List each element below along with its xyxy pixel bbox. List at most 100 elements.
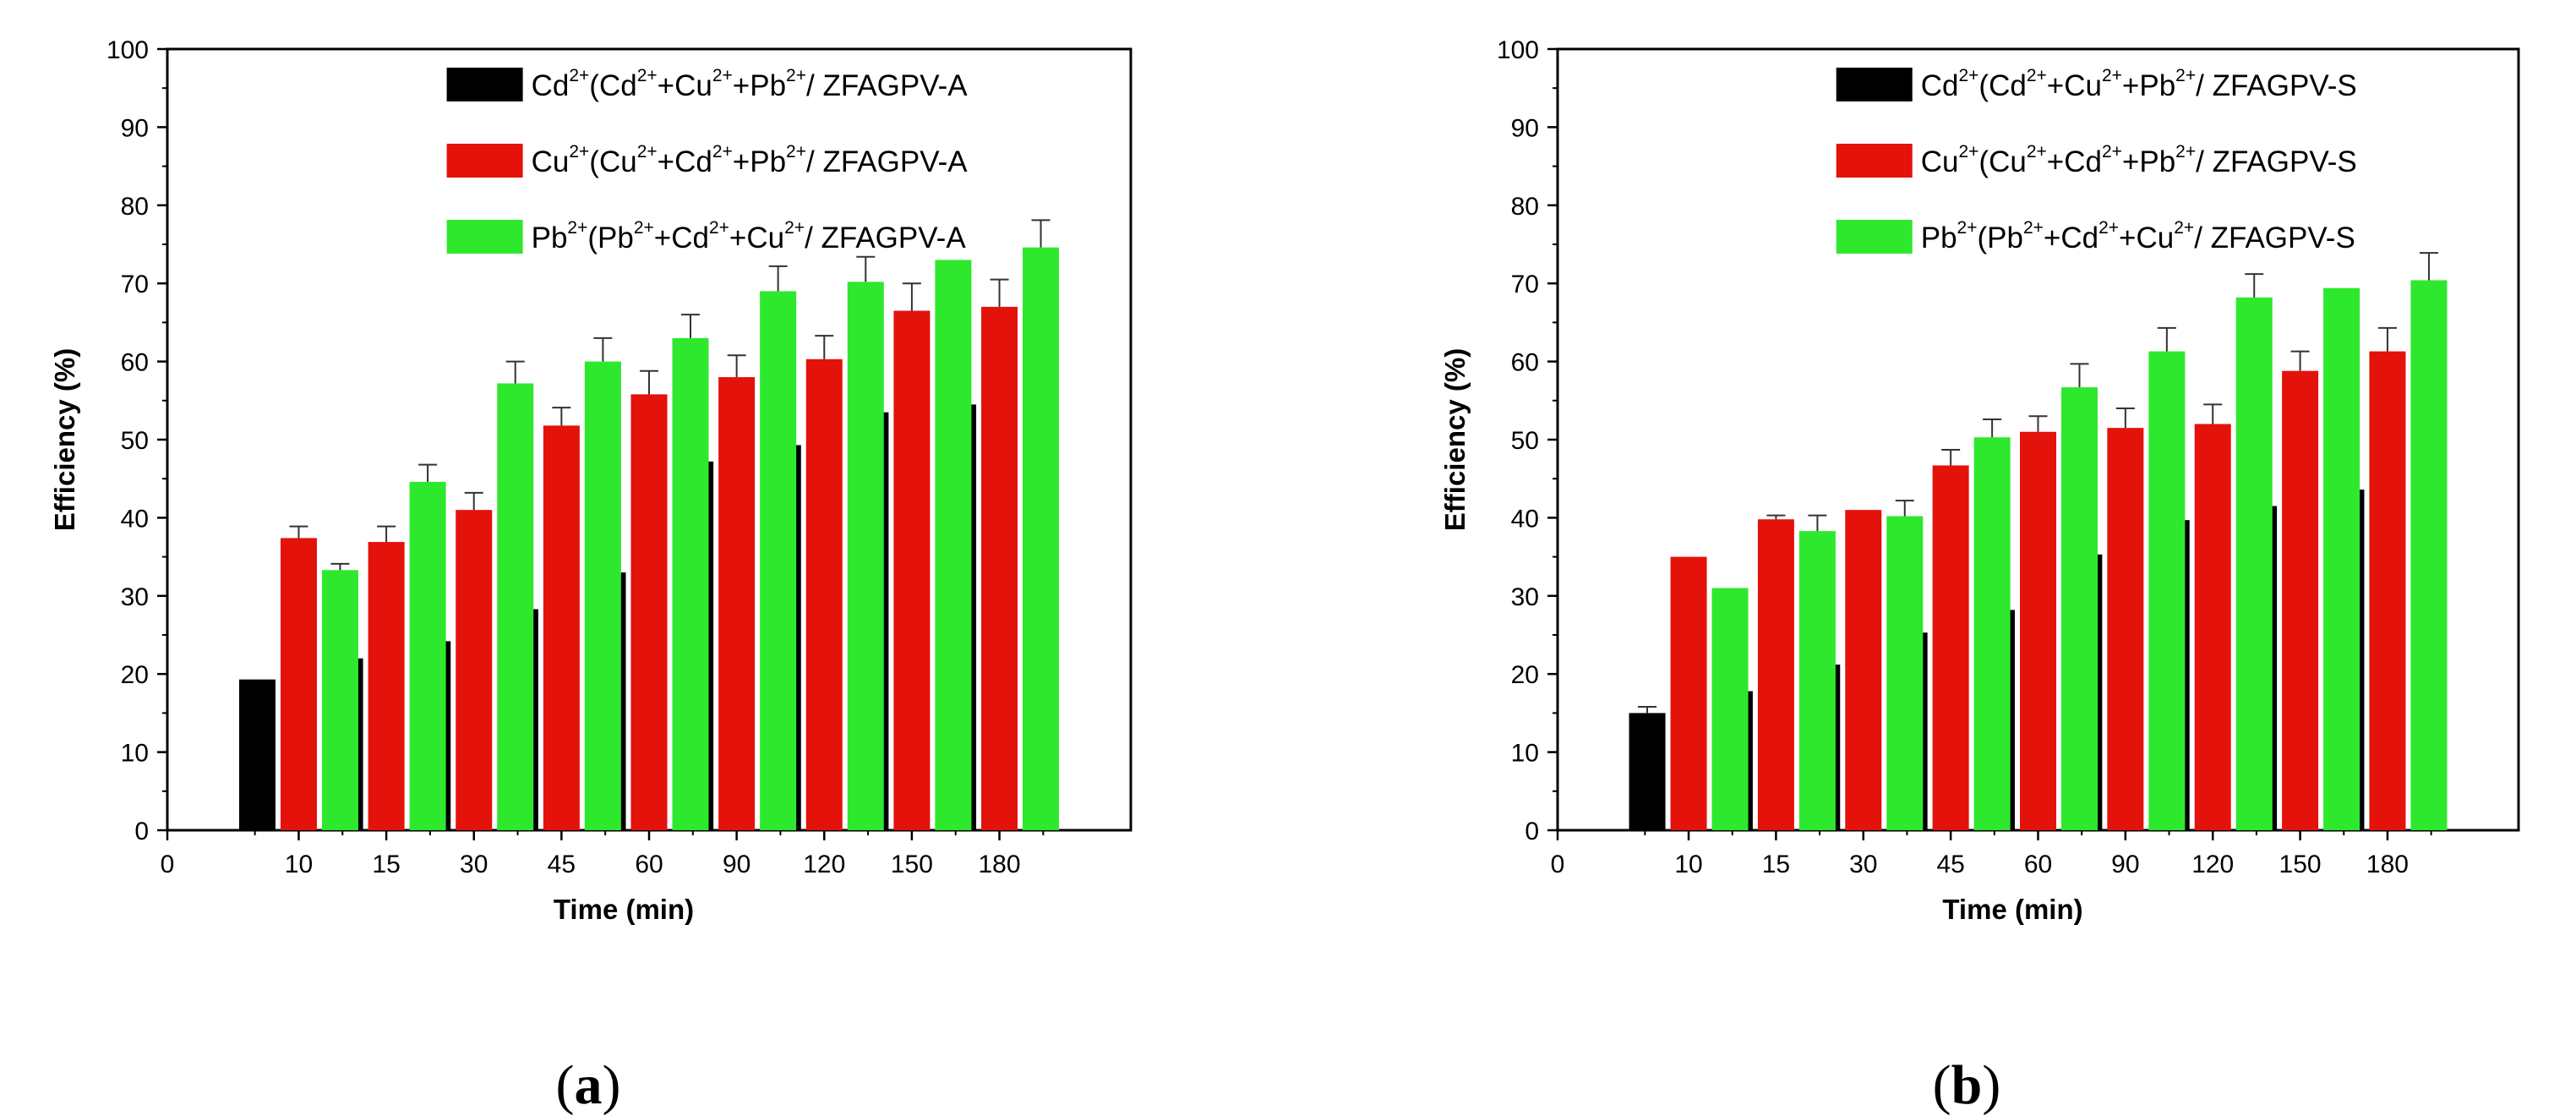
y-tick-label: 100 xyxy=(106,36,149,64)
bar-a-s2-120 xyxy=(847,282,884,830)
legend-swatch xyxy=(1836,220,1913,254)
y-tick-label: 100 xyxy=(1497,36,1539,64)
y-tick-label: 10 xyxy=(1511,740,1539,768)
bar-b-s2-15 xyxy=(1798,531,1836,830)
legend-label: Pb2+(Pb2++Cd2++Cu2+/ ZFAGPV-A xyxy=(532,218,967,254)
x-tick-label: 15 xyxy=(372,851,400,878)
y-tick-label: 50 xyxy=(1511,427,1539,455)
legend-label: Cu2+(Cu2++Cd2++Pb2+/ ZFAGPV-A xyxy=(532,142,969,178)
bar-a-s1-45 xyxy=(543,425,580,830)
bar-b-s1-15 xyxy=(1757,519,1794,830)
y-tick-label: 80 xyxy=(1511,193,1539,221)
legend-swatch xyxy=(1836,144,1913,178)
y-tick-label: 30 xyxy=(121,583,149,611)
bar-a-s2-150 xyxy=(935,260,972,831)
x-axis-label: Time (min) xyxy=(554,894,694,925)
bar-b-s1-60 xyxy=(2020,431,2056,830)
bar-b-s2-30 xyxy=(1886,516,1924,830)
x-tick-label: 45 xyxy=(1936,851,1964,878)
x-tick-label: 120 xyxy=(2191,851,2234,878)
legend-label: Cu2+(Cu2++Cd2++Pb2+/ ZFAGPV-S xyxy=(1921,142,2357,178)
bar-b-s2-180 xyxy=(2410,280,2448,830)
x-tick-label: 30 xyxy=(460,851,488,878)
bar-b-s1-10 xyxy=(1670,556,1707,830)
legend-label: Pb2+(Pb2++Cd2++Cu2+/ ZFAGPV-S xyxy=(1921,218,2355,254)
x-tick-label: 60 xyxy=(2024,851,2052,878)
panel-label: (a) xyxy=(556,1054,621,1116)
y-tick-label: 60 xyxy=(121,349,149,377)
y-tick-label: 40 xyxy=(1511,505,1539,533)
y-tick-label: 10 xyxy=(121,740,149,768)
bar-a-s2-10 xyxy=(321,570,358,830)
legend-swatch xyxy=(1836,68,1913,101)
bar-b-s1-30 xyxy=(1845,510,1882,830)
bar-b-s2-60 xyxy=(2061,387,2098,830)
y-tick-label: 90 xyxy=(121,114,149,142)
bar-a-s1-60 xyxy=(630,394,668,831)
bar-a-s1-15 xyxy=(368,542,405,830)
bar-a-s2-60 xyxy=(672,337,709,830)
bar-a-s1-30 xyxy=(456,510,493,830)
bar-a-s2-45 xyxy=(584,361,621,831)
bar-b-s0-10 xyxy=(1629,713,1666,830)
legend-swatch xyxy=(446,68,523,101)
panel-label: (b) xyxy=(1933,1054,2001,1116)
bar-a-s1-120 xyxy=(805,358,843,830)
legend-swatch xyxy=(446,144,523,178)
bar-a-s1-150 xyxy=(893,310,931,830)
x-tick-label: 150 xyxy=(891,851,933,878)
bar-a-s1-90 xyxy=(718,377,756,831)
x-tick-label: 150 xyxy=(2279,851,2322,878)
x-tick-label: 10 xyxy=(1674,851,1702,878)
x-tick-label: 0 xyxy=(1551,851,1565,878)
x-tick-label: 15 xyxy=(1762,851,1790,878)
legend-label: Cd2+(Cd2++Cu2++Pb2+/ ZFAGPV-A xyxy=(532,66,969,102)
chart-panel-a: 0 10 20 30 40 50 60 70 80 90 100 0 10 15 30 45 60 90 120 15… xyxy=(49,36,1132,1116)
y-tick-label: 20 xyxy=(1511,661,1539,689)
y-tick-label: 0 xyxy=(1525,818,1539,845)
y-tick-label: 30 xyxy=(1511,583,1539,611)
x-tick-label: 120 xyxy=(803,851,845,878)
bar-a-s0-10 xyxy=(238,679,276,830)
bar-a-s2-15 xyxy=(409,481,446,830)
bar-b-s2-90 xyxy=(2148,351,2186,830)
x-tick-label: 90 xyxy=(2111,851,2139,878)
y-axis-label: Efficiency (%) xyxy=(1439,348,1471,531)
x-tick-label: 30 xyxy=(1849,851,1877,878)
bar-b-s1-120 xyxy=(2194,424,2231,830)
bar-a-s2-180 xyxy=(1023,247,1060,830)
bar-a-s1-180 xyxy=(981,306,1018,830)
x-tick-label: 180 xyxy=(979,851,1021,878)
bar-b-s1-150 xyxy=(2282,370,2319,830)
y-tick-label: 0 xyxy=(134,818,149,845)
bar-b-s1-180 xyxy=(2369,351,2406,830)
bar-b-s2-150 xyxy=(2323,287,2360,830)
bar-b-s1-45 xyxy=(1932,465,1969,830)
legend-label: Cd2+(Cd2++Cu2++Pb2+/ ZFAGPV-S xyxy=(1921,66,2357,102)
chart-panel-b: 0 10 20 30 40 50 60 70 80 90 100 0 10 15 30 45 60 90 120 15… xyxy=(1439,36,2520,1116)
bar-b-s2-120 xyxy=(2235,297,2273,830)
x-tick-label: 60 xyxy=(635,851,663,878)
bar-b-s1-90 xyxy=(2107,428,2144,830)
x-tick-label: 45 xyxy=(548,851,576,878)
bar-a-s1-10 xyxy=(280,538,317,830)
bar-a-s2-90 xyxy=(760,291,797,830)
y-axis-label: Efficiency (%) xyxy=(49,348,80,531)
legend-swatch xyxy=(446,220,523,254)
y-tick-label: 40 xyxy=(121,505,149,533)
y-tick-label: 80 xyxy=(121,193,149,221)
x-tick-label: 0 xyxy=(161,851,175,878)
bar-b-s2-45 xyxy=(1973,437,2011,830)
x-tick-label: 10 xyxy=(285,851,313,878)
y-tick-label: 70 xyxy=(1511,271,1539,298)
x-tick-label: 90 xyxy=(723,851,750,878)
y-tick-label: 50 xyxy=(121,427,149,455)
x-tick-label: 180 xyxy=(2366,851,2409,878)
bar-a-s2-30 xyxy=(497,383,534,830)
y-tick-label: 70 xyxy=(121,271,149,298)
y-tick-label: 20 xyxy=(121,661,149,689)
y-tick-label: 60 xyxy=(1511,349,1539,377)
y-tick-label: 90 xyxy=(1511,114,1539,142)
x-axis-label: Time (min) xyxy=(1942,894,2082,925)
